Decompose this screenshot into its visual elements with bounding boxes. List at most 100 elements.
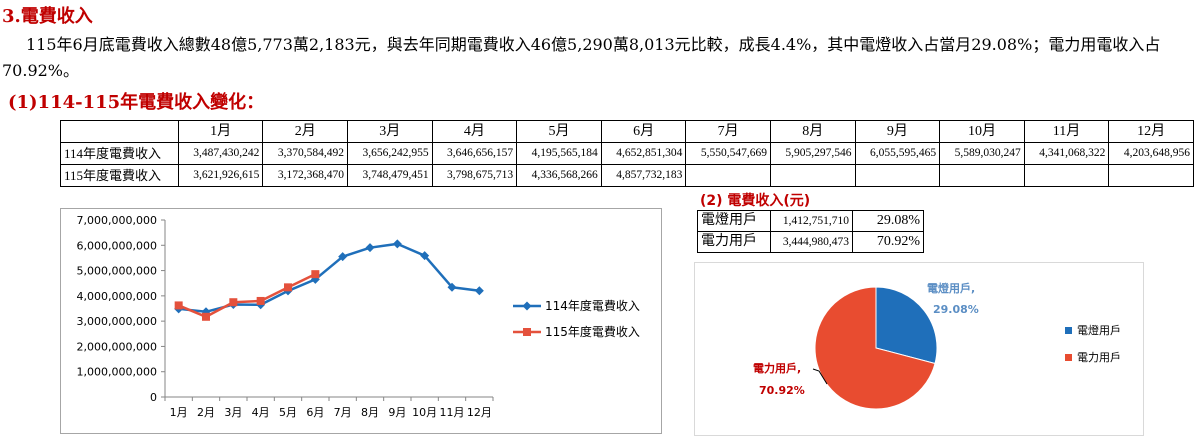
revenue-cell: [854, 164, 941, 187]
data-point: [174, 301, 183, 310]
legend-label: 114年度電費收入: [545, 298, 640, 313]
share-label: 電燈用戶: [697, 210, 771, 232]
revenue-cell: 3,656,242,955: [346, 142, 433, 165]
slice-label-percent: 70.92%: [759, 384, 805, 397]
month-header: 6月: [600, 120, 687, 143]
legend-swatch: [1065, 354, 1072, 361]
share-percent: 29.08%: [852, 210, 924, 232]
slice-label-name: 電燈用戶,: [927, 281, 975, 295]
data-point: [201, 307, 211, 317]
revenue-cell: 6,055,595,465: [854, 142, 941, 165]
x-tick-label: 9月: [388, 406, 406, 419]
data-point: [310, 274, 320, 284]
revenue-cell: 3,487,430,242: [177, 142, 264, 165]
revenue-cell: 4,341,068,322: [1023, 142, 1110, 165]
revenue-cell: 4,203,648,956: [1108, 142, 1194, 165]
pie-slice: [814, 286, 936, 410]
revenue-cell: 3,621,926,615: [177, 164, 264, 187]
x-tick-label: 11月: [440, 406, 465, 419]
legend-label: 電力用戶: [1077, 351, 1121, 364]
x-tick-label: 12月: [467, 406, 492, 419]
month-header: 11月: [1023, 120, 1110, 143]
revenue-cell: 3,798,675,713: [431, 164, 518, 187]
revenue-cell: 3,172,368,470: [262, 164, 348, 187]
line-chart-panel: 0 1,000,000,000 2,000,000,000 3,000,000,000…: [60, 208, 662, 434]
revenue-cell: [1023, 164, 1110, 187]
legend-label: 電燈用戶: [1077, 323, 1121, 337]
legend-swatch: [1065, 327, 1072, 334]
label-leader-line: [812, 368, 828, 385]
electricity-caption: (2) 電費收入(元): [700, 193, 811, 209]
y-tick-label: 3,000,000,000: [77, 315, 157, 328]
x-tick-label: 4月: [252, 406, 270, 419]
month-header: 10月: [939, 120, 1025, 143]
row-label: 114年度電費收入: [60, 142, 179, 165]
revenue-cell: 4,336,568,266: [516, 164, 602, 187]
revenue-cell: 5,589,030,247: [939, 142, 1025, 165]
y-tick-label: 4,000,000,000: [77, 290, 157, 303]
revenue-cell: 3,646,656,157: [431, 142, 518, 165]
data-point: [338, 252, 348, 262]
share-label: 電力用戶: [697, 231, 771, 253]
share-value: 3,444,980,473: [770, 231, 853, 253]
month-header: 2月: [262, 120, 348, 143]
data-point: [392, 239, 402, 249]
x-tick-label: 8月: [361, 406, 379, 419]
y-tick-label: 0: [150, 391, 157, 404]
sub-title: (1)114-115年電費收入變化：: [8, 92, 265, 113]
table-row: 114年度電費收入 3,487,430,242 3,370,584,492 3,…: [60, 142, 1194, 165]
revenue-cell: [939, 164, 1025, 187]
month-header: 7月: [685, 120, 771, 143]
x-tick-label: 7月: [334, 406, 352, 419]
share-table: 電燈用戶 1,412,751,710 29.08% 電力用戶 3,444,980…: [697, 210, 924, 253]
table-corner-cell: [60, 120, 179, 143]
month-header: 9月: [854, 120, 941, 143]
pie-slice: [875, 286, 938, 365]
revenue-cell: [685, 164, 771, 187]
share-row: 電燈用戶 1,412,751,710 29.08%: [697, 210, 924, 232]
y-tick-label: 2,000,000,000: [77, 340, 157, 353]
table-header-row: 1月 2月 3月 4月 5月 6月 7月 8月 9月 10月 11月 12月: [60, 120, 1194, 143]
legend-label: 115年度電費收入: [545, 324, 640, 339]
data-point: [229, 298, 238, 307]
month-header: 12月: [1108, 120, 1194, 143]
intro-paragraph: 115年6月底電費收入總數48億5,773萬2,183元，與去年同期電費收入46…: [2, 35, 1161, 80]
table-row: 115年度電費收入 3,621,926,615 3,172,368,470 3,…: [60, 164, 1194, 187]
x-tick-label: 6月: [306, 406, 324, 419]
revenue-cell: [769, 164, 856, 187]
revenue-cell: 3,748,479,451: [346, 164, 433, 187]
revenue-cell: 4,857,732,183: [600, 164, 687, 187]
x-tick-label: 1月: [170, 406, 188, 419]
line-chart: 0 1,000,000,000 2,000,000,000 3,000,000,000…: [77, 214, 640, 419]
data-point: [256, 296, 265, 305]
share-percent: 70.92%: [852, 231, 924, 253]
share-row: 電力用戶 3,444,980,473 70.92%: [697, 231, 924, 253]
x-tick-label: 10月: [412, 406, 437, 419]
legend-marker: [522, 301, 532, 311]
month-header: 5月: [516, 120, 602, 143]
revenue-cell: 4,652,851,304: [600, 142, 687, 165]
month-header: 4月: [431, 120, 518, 143]
y-tick-label: 5,000,000,000: [77, 265, 157, 278]
data-point: [420, 251, 430, 261]
revenue-cell: 5,905,297,546: [769, 142, 856, 165]
series-line: [178, 242, 480, 314]
slice-label-name: 電力用戶,: [753, 361, 801, 375]
y-tick-label: 6,000,000,000: [77, 239, 157, 252]
pie-chart-panel: 電燈用戶, 29.08% 電力用戶, 70.92% 電燈用戶電力用戶: [694, 262, 1144, 436]
share-value: 1,412,751,710: [770, 210, 853, 232]
revenue-cell: 3,370,584,492: [262, 142, 348, 165]
data-point: [365, 243, 375, 253]
month-header: 3月: [346, 120, 433, 143]
data-point: [474, 286, 484, 296]
series-line: [178, 273, 316, 319]
slice-label-percent: 29.08%: [933, 303, 979, 316]
x-tick-label: 2月: [197, 406, 215, 419]
row-label: 115年度電費收入: [60, 164, 179, 187]
data-point: [447, 282, 457, 292]
month-header: 8月: [769, 120, 856, 143]
y-tick-label: 1,000,000,000: [77, 366, 157, 379]
x-tick-label: 5月: [279, 406, 297, 419]
y-tick-label: 7,000,000,000: [77, 214, 157, 227]
